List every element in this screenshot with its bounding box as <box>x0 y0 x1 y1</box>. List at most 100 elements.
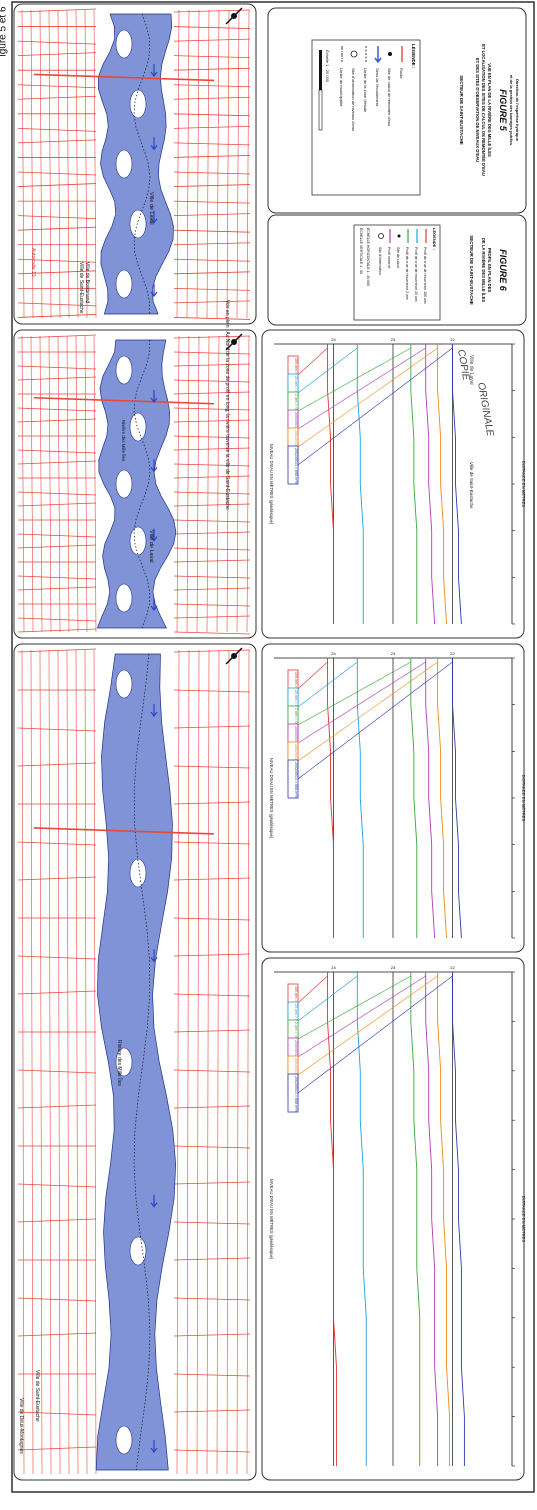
road <box>173 463 251 467</box>
road <box>173 363 251 367</box>
svg-text:Ville de Saint-Eustache: Ville de Saint-Eustache <box>78 262 84 314</box>
road <box>226 335 230 633</box>
series-leader <box>297 975 411 1040</box>
road <box>173 171 251 175</box>
series-leader <box>297 975 438 1076</box>
road <box>57 649 61 1475</box>
road <box>173 351 251 355</box>
legend-box-fig5 <box>267 7 527 214</box>
road <box>17 95 97 100</box>
road <box>173 531 251 535</box>
series-leader <box>297 661 438 762</box>
river-body <box>98 13 174 315</box>
svg-text:Limite de municipalité: Limite de municipalité <box>339 68 344 107</box>
series-leader <box>297 975 328 1004</box>
island <box>129 526 147 556</box>
svg-text:Rivière des Mille Îles: Rivière des Mille Îles <box>121 420 127 462</box>
road <box>173 447 251 451</box>
value-tick-label: 24 <box>331 965 336 970</box>
road <box>17 1183 97 1188</box>
series-leader <box>297 347 358 394</box>
flow-arrow-icon <box>150 949 158 963</box>
road <box>173 379 251 383</box>
svg-text:ÉCHELLE HORIZONTALE 1 : 20 00: ÉCHELLE HORIZONTALE 1 : 20 000 <box>366 228 371 286</box>
road <box>66 335 70 633</box>
road <box>173 38 251 42</box>
series-label: 2002/05/14 = 668 m³/s <box>294 1076 298 1112</box>
road <box>206 649 210 1475</box>
road <box>236 9 240 319</box>
river-body <box>95 653 177 1471</box>
road <box>173 435 251 439</box>
series-leader <box>297 975 453 1094</box>
island <box>129 1236 147 1266</box>
flow-arrow-icon <box>150 459 158 473</box>
road <box>30 9 34 319</box>
fig5-sector: SECTEUR DE SAINT-EUSTACHE <box>459 75 464 144</box>
series-leader <box>297 661 328 690</box>
road <box>93 649 97 1475</box>
series-leader <box>297 661 453 780</box>
road <box>17 617 97 622</box>
road <box>17 955 97 960</box>
road <box>17 491 97 496</box>
road <box>173 993 251 997</box>
legend-box-fig6 <box>267 214 527 326</box>
profile-series-line <box>452 972 465 1466</box>
fig6-legend: LÉGENDE : Profil de crue de récurrence 1… <box>353 224 441 321</box>
svg-text:SECTEUR DE SAINT-EUSTACHE: SECTEUR DE SAINT-EUSTACHE <box>469 235 474 304</box>
road <box>93 335 97 633</box>
island <box>115 669 133 699</box>
profile-series-line <box>425 972 439 1466</box>
profile-series-line <box>327 344 334 624</box>
value-tick-label: 23 <box>391 337 396 342</box>
road <box>17 258 97 263</box>
road <box>39 335 43 633</box>
figure-tag: igure 5 et 6 <box>0 6 9 57</box>
road <box>173 391 251 395</box>
map-panels: Voir en plein : Au Nord de la zone de pr… <box>13 3 257 1481</box>
svg-text:Profil de crue de récurrence 2: Profil de crue de récurrence 20 ans <box>414 247 418 302</box>
island <box>115 269 133 299</box>
road <box>246 335 250 633</box>
svg-text:ÉCHELLE VERTICALE 1 : 50: ÉCHELLE VERTICALE 1 : 50 <box>359 228 364 274</box>
road <box>39 649 43 1475</box>
svg-text:Profil de crue de récurrence 1: Profil de crue de récurrence 100 ans <box>423 247 427 304</box>
road <box>216 9 220 319</box>
profile-series-line <box>356 658 364 938</box>
series-leader <box>297 347 426 430</box>
series-leader <box>297 347 438 448</box>
map-note: Voir en plein : Au Nord de la zone de pr… <box>224 300 230 510</box>
fig5-text-block: FIGURE 5 VUE EN PLAN DE LA RIVIÈRE DES M… <box>459 44 508 176</box>
road <box>173 26 251 29</box>
road <box>21 649 25 1475</box>
road <box>173 200 251 204</box>
road <box>17 533 97 538</box>
road <box>173 953 251 957</box>
road <box>173 155 251 158</box>
legend-label: LÉGENDE : <box>411 44 418 69</box>
island <box>115 1047 133 1077</box>
road <box>173 503 251 507</box>
road <box>17 1332 97 1337</box>
island <box>115 355 133 385</box>
road <box>21 335 25 633</box>
road <box>17 1218 97 1223</box>
road <box>173 475 251 479</box>
svg-text:Ville de Deux-Montagnes: Ville de Deux-Montagnes <box>18 1398 24 1454</box>
outer-frame <box>11 1 535 1493</box>
island <box>129 412 147 442</box>
road <box>173 96 251 100</box>
road <box>173 84 251 88</box>
scale-label: Échelle 1 : 20 000 <box>325 50 330 83</box>
fig6-text-block: FIGURE 6 PROFIL EN PLAN DES DE LA RIVIÈR… <box>469 235 508 304</box>
road <box>17 502 97 507</box>
road <box>17 1104 97 1109</box>
island <box>129 89 147 119</box>
fig5-sub2: ET LOCALISATION DES SITES DE CALCUL DE R… <box>481 44 486 176</box>
road <box>30 649 34 1475</box>
road <box>30 335 34 633</box>
road <box>196 335 200 633</box>
distance-axis-title: DISTANCE EN MÈTRES <box>521 775 526 822</box>
series-label: 20 ans = 835 m³/s <box>294 690 298 719</box>
